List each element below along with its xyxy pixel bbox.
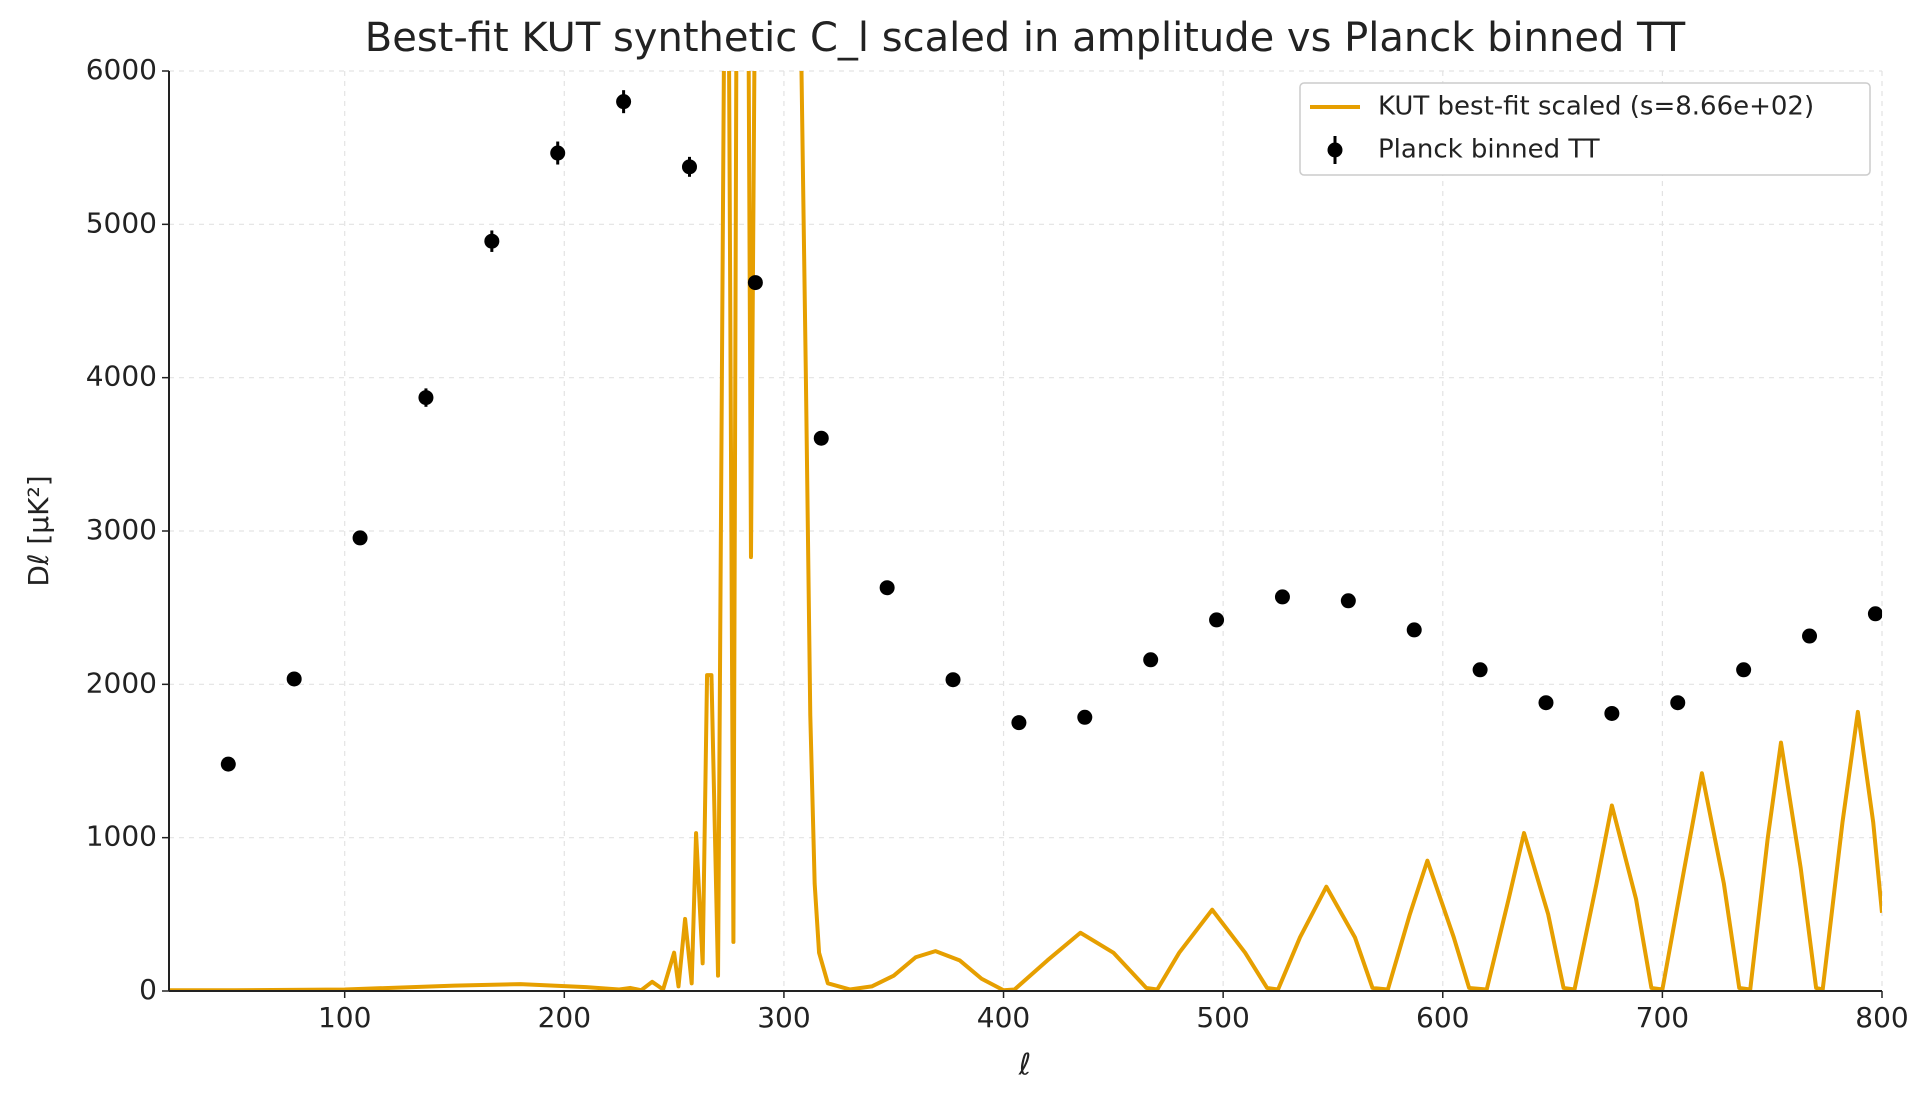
y-axis-label: Dℓ [μK²]	[22, 475, 55, 586]
y-tick-label: 3000	[86, 513, 157, 546]
y-tick-label: 1000	[86, 820, 157, 853]
y-tick-label: 5000	[86, 206, 157, 239]
data-point	[1802, 628, 1818, 644]
legend: KUT best-fit scaled (s=8.66e+02) Planck b…	[1299, 82, 1871, 176]
grid	[169, 70, 1883, 992]
x-tick-label: 500	[1196, 1001, 1249, 1034]
data-point	[1209, 612, 1225, 628]
chart-title: Best-fit KUT synthetic C_l scaled in amp…	[365, 15, 1686, 61]
y-tick-label: 6000	[86, 53, 157, 86]
data-point	[945, 672, 961, 688]
data-point	[1406, 622, 1422, 638]
y-tick-label: 2000	[86, 666, 157, 699]
data-point	[879, 580, 895, 596]
data-point	[1604, 705, 1620, 721]
data-point	[1143, 652, 1159, 668]
data-point	[352, 530, 368, 546]
legend-box	[1299, 82, 1871, 176]
x-tick-label: 400	[977, 1001, 1030, 1034]
data-point	[1670, 695, 1686, 711]
x-tick-label: 800	[1855, 1001, 1908, 1034]
x-tick-label: 700	[1636, 1001, 1689, 1034]
data-point	[220, 756, 236, 772]
data-point	[1274, 589, 1290, 605]
y-tick-label: 4000	[86, 360, 157, 393]
data-point	[1472, 662, 1488, 678]
data-point	[1736, 662, 1752, 678]
legend-label: KUT best-fit scaled (s=8.66e+02)	[1378, 92, 1814, 122]
data-point	[681, 159, 697, 175]
y-tick-label: 0	[139, 973, 157, 1006]
x-tick-label: 600	[1416, 1001, 1469, 1034]
x-axis-label: ℓ	[1018, 1048, 1031, 1083]
kut-line	[169, 71, 1882, 991]
data-point	[1340, 593, 1356, 609]
data-point	[616, 94, 632, 110]
data-point	[286, 671, 302, 687]
data-point	[1077, 709, 1093, 725]
data-point	[747, 275, 763, 291]
data-point	[1538, 695, 1554, 711]
data-point	[418, 390, 434, 406]
legend-label: Planck binned TT	[1378, 135, 1600, 165]
data-point	[550, 145, 566, 161]
plot-area	[169, 71, 1882, 991]
data-point	[1867, 606, 1882, 622]
x-tick-label: 200	[538, 1001, 591, 1034]
data-point	[484, 233, 500, 249]
x-tick-label: 300	[757, 1001, 810, 1034]
x-tick-label: 100	[318, 1001, 371, 1034]
data-point	[813, 430, 829, 446]
data-point	[1011, 715, 1027, 731]
legend-swatch	[1327, 142, 1343, 158]
